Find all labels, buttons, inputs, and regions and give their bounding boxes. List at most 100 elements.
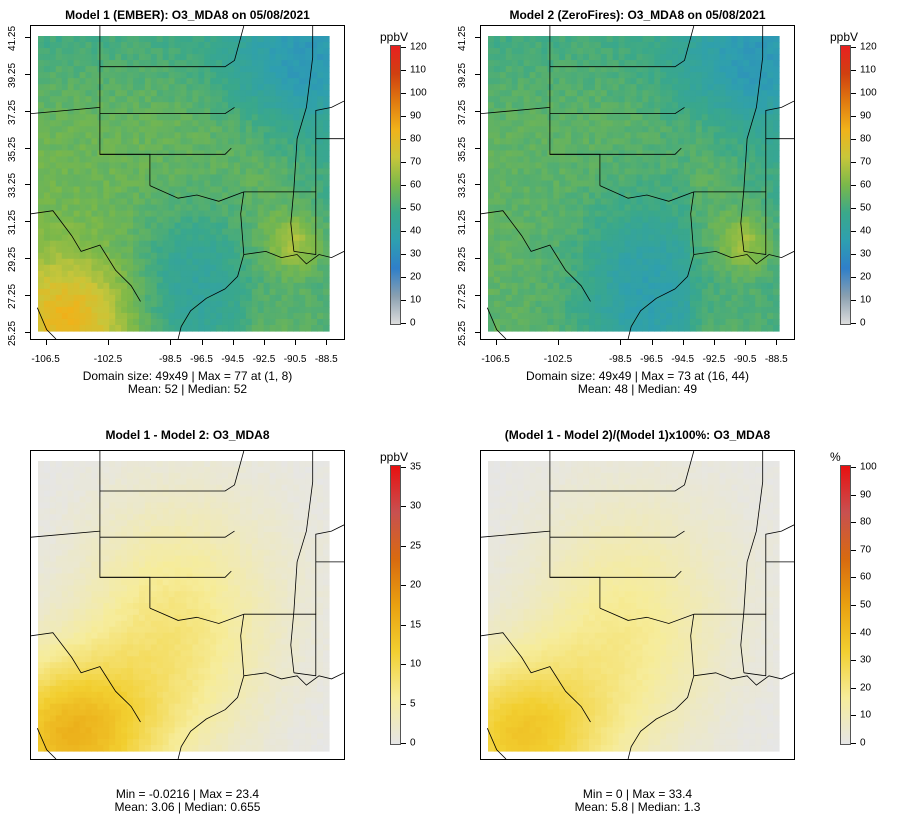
grid-cell [600, 198, 608, 206]
grid-cell [535, 60, 543, 67]
grid-cell [263, 306, 271, 314]
grid-cell [287, 186, 294, 194]
grid-cell [719, 288, 727, 296]
grid-cell [121, 228, 128, 236]
grid-cell [257, 156, 265, 164]
grid-cell [493, 144, 501, 151]
grid-cell [97, 126, 104, 133]
grid-cell [588, 156, 596, 164]
colorbar-tick-label: 10 [860, 294, 872, 306]
grid-cell [109, 162, 116, 170]
grid-cell [773, 216, 780, 224]
grid-cell [79, 162, 87, 170]
grid-cell [55, 78, 63, 85]
grid-cell [150, 324, 158, 332]
grid-cell [773, 96, 780, 103]
grid-cell [624, 72, 632, 79]
grid-cell [773, 324, 780, 332]
map-canvas [481, 26, 794, 339]
grid-cell [115, 186, 122, 194]
grid-cell [713, 72, 721, 79]
grid-cell [156, 246, 164, 254]
grid-cell [588, 138, 596, 145]
grid-cell [311, 228, 318, 236]
grid-cell [707, 84, 715, 91]
grid-cell [245, 102, 253, 109]
grid-cell [67, 210, 75, 218]
grid-cell [61, 294, 69, 302]
grid-cell [773, 66, 780, 73]
grid-cell [103, 318, 110, 326]
grid-cell [275, 120, 283, 127]
grid-cell [323, 240, 330, 248]
grid-cell [97, 318, 104, 326]
grid-cell [719, 48, 727, 55]
grid-cell [535, 288, 543, 296]
grid-cell [695, 84, 703, 91]
grid-cell [239, 54, 247, 61]
grid-cell [529, 54, 537, 61]
grid-cell [672, 174, 679, 182]
grid-cell [707, 138, 715, 145]
grid-cell [138, 84, 146, 91]
grid-cell [600, 258, 608, 266]
grid-cell [749, 216, 756, 224]
grid-cell [648, 282, 655, 290]
grid-cell [517, 114, 525, 121]
grid-cell [180, 144, 188, 151]
grid-cell [678, 54, 685, 61]
grid-cell [257, 150, 265, 158]
grid-cell [210, 264, 217, 272]
colorbar-tick-label: 90 [860, 110, 872, 122]
grid-cell [251, 264, 259, 272]
grid-cell [150, 270, 158, 278]
grid-cell [228, 186, 235, 194]
grid-cell [660, 144, 667, 151]
grid-cell [678, 42, 685, 49]
grid-cell [251, 252, 259, 260]
grid-cell [743, 324, 750, 332]
grid-cell [600, 276, 608, 284]
grid-cell [67, 144, 75, 151]
grid-cell [583, 312, 590, 320]
grid-cell [115, 294, 122, 302]
grid-cell [642, 318, 649, 326]
grid-cell [168, 48, 176, 55]
grid-cell [505, 198, 513, 206]
grid-cell [55, 180, 63, 188]
grid-cell [228, 150, 235, 158]
grid-cell [49, 54, 57, 61]
grid-cell [725, 42, 733, 49]
grid-cell [600, 324, 608, 332]
grid-cell [642, 48, 649, 55]
grid-cell [553, 204, 560, 212]
grid-cell [38, 90, 45, 97]
grid-cell [97, 252, 104, 260]
grid-cell [305, 150, 312, 158]
grid-cell [73, 461, 81, 468]
grid-cell [150, 120, 158, 127]
grid-cell [624, 192, 632, 200]
grid-cell [565, 156, 572, 164]
grid-cell [713, 288, 721, 296]
grid-cell [323, 198, 330, 206]
grid-cell [767, 192, 774, 200]
grid-cell [43, 306, 51, 314]
grid-cell [695, 156, 703, 164]
grid-cell [767, 252, 774, 260]
grid-cell [49, 318, 57, 326]
grid-cell [233, 234, 241, 242]
grid-cell [577, 42, 584, 49]
grid-cell [43, 36, 51, 43]
grid-cell [749, 72, 756, 79]
grid-cell [222, 246, 229, 254]
grid-cell [666, 132, 673, 139]
grid-cell [281, 42, 289, 49]
grid-cell [707, 120, 715, 127]
grid-cell [701, 144, 709, 151]
grid-cell [186, 156, 194, 164]
grid-cell [245, 180, 253, 188]
grid-cell [743, 90, 750, 97]
grid-cell [583, 228, 590, 236]
grid-cell [317, 246, 324, 254]
